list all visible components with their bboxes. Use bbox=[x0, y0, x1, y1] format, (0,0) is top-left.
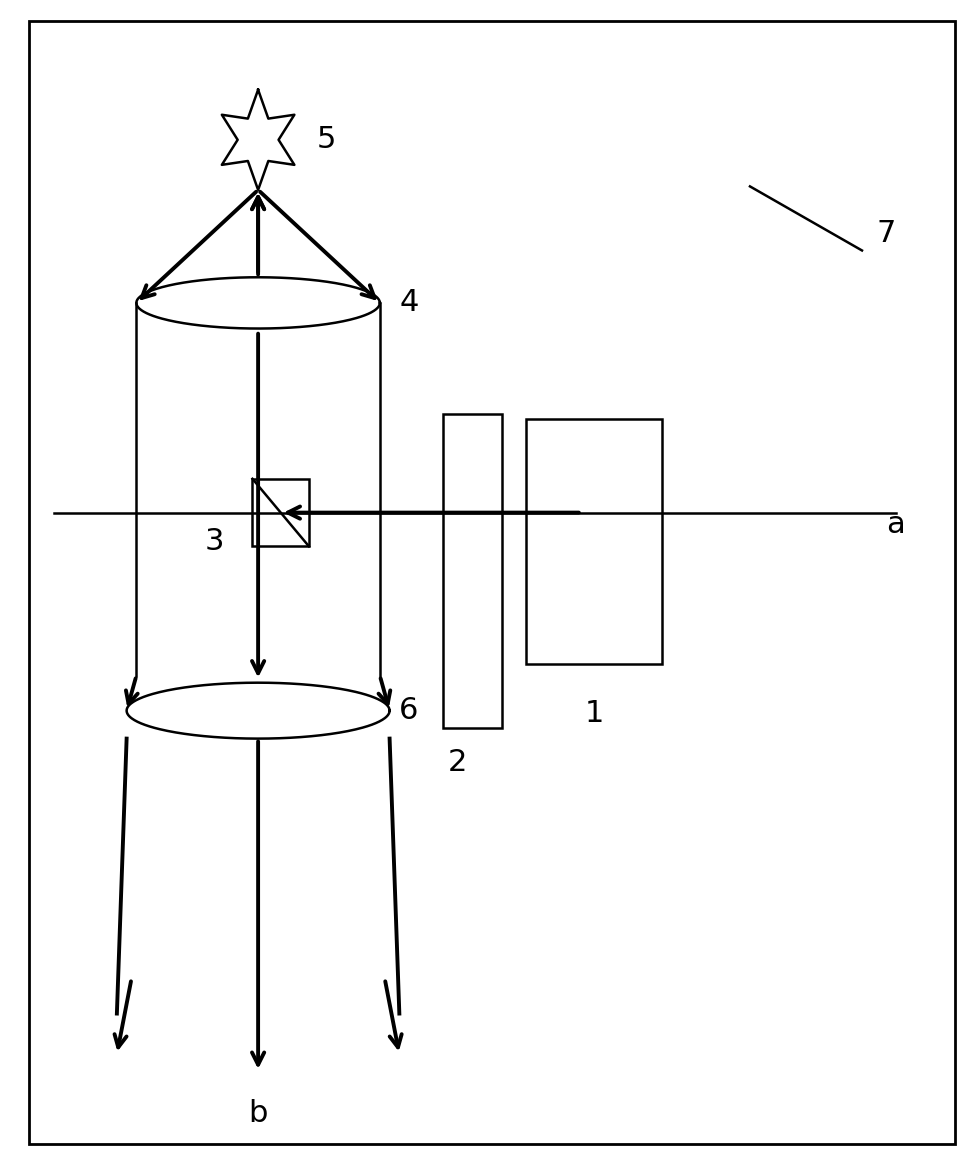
Text: 2: 2 bbox=[448, 748, 468, 777]
Text: 5: 5 bbox=[317, 126, 336, 154]
Text: a: a bbox=[886, 510, 905, 538]
Bar bbox=[526, 419, 662, 664]
Text: 1: 1 bbox=[584, 699, 604, 728]
Text: b: b bbox=[248, 1099, 268, 1128]
Text: 6: 6 bbox=[399, 697, 419, 725]
Bar bbox=[443, 414, 502, 728]
Text: 7: 7 bbox=[877, 219, 896, 247]
Text: 3: 3 bbox=[205, 528, 224, 556]
Bar bbox=[252, 479, 309, 546]
Text: 4: 4 bbox=[399, 289, 419, 317]
